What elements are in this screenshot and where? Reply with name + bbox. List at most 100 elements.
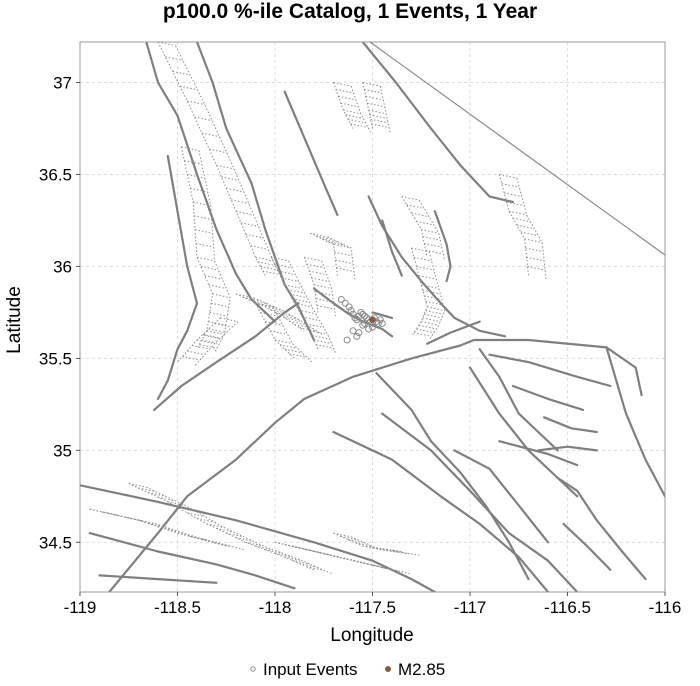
- fault-plane-hatch: [201, 132, 220, 138]
- fault-plane-hatch: [316, 305, 335, 310]
- fault-plane-hatch: [284, 556, 303, 562]
- fault-plane-edge: [379, 85, 391, 133]
- fault-plane-hatch: [289, 320, 308, 326]
- fault-trace: [195, 42, 316, 342]
- input-event-point: [369, 323, 376, 331]
- fault-plane-hatch: [425, 310, 444, 315]
- fault-plane-edge: [235, 293, 305, 332]
- fault-plane-hatch: [265, 549, 283, 554]
- fault-plane-hatch: [313, 339, 332, 345]
- fault-plane-hatch: [209, 311, 228, 317]
- fault-plane-hatch: [416, 265, 435, 271]
- fault-plane-hatch: [235, 210, 254, 216]
- fault-plane-edge: [146, 486, 332, 575]
- chart-title: p100.0 %-ile Catalog, 1 Events, 1 Year: [163, 0, 537, 23]
- fault-plane-hatch: [525, 247, 544, 253]
- fault-plane-edge: [333, 82, 354, 129]
- fault-plane-hatch: [265, 321, 283, 326]
- fault-plane-hatch: [192, 345, 210, 350]
- fault-trace: [332, 430, 550, 592]
- fault-plane-hatch: [231, 199, 249, 204]
- input-event-point: [353, 332, 361, 340]
- input-event-point: [378, 319, 386, 327]
- fault-plane-hatch: [348, 539, 366, 544]
- fault-plane-hatch: [262, 270, 281, 276]
- fault-plane-hatch: [504, 192, 522, 198]
- fault-trace: [283, 90, 339, 216]
- fault-plane-hatch: [209, 148, 227, 154]
- fault-plane-edge: [255, 302, 295, 359]
- fault-plane-hatch: [340, 535, 359, 541]
- fault-plane-hatch: [201, 339, 220, 345]
- fault-plane-hatch: [299, 562, 318, 568]
- fault-plane-hatch: [101, 511, 120, 517]
- input-event-point: [365, 325, 373, 333]
- fault-plane-hatch: [199, 344, 218, 349]
- fault-plane-hatch: [196, 517, 215, 523]
- fault-plane-hatch: [343, 109, 361, 115]
- fault-plane-hatch: [520, 231, 539, 237]
- fault-plane-hatch: [422, 289, 441, 295]
- fault-plane-hatch: [179, 85, 198, 91]
- fault-plane-hatch: [382, 567, 400, 572]
- fault-traces: [80, 42, 665, 592]
- fault-plane-hatch: [364, 88, 382, 94]
- fault-plane-hatch: [345, 114, 364, 119]
- x-axis-label: Longitude: [330, 625, 413, 646]
- fault-plane-hatch: [289, 293, 308, 299]
- fault-plane-hatch: [304, 256, 322, 262]
- event-point: [369, 316, 376, 323]
- input-event-point: [355, 329, 363, 337]
- fault-plane-hatch: [362, 81, 381, 87]
- fault-plane-hatch: [184, 160, 202, 165]
- fault-plane-hatch: [211, 302, 229, 308]
- x-tick-label: -117.5: [349, 598, 396, 617]
- fault-plane-hatch: [195, 242, 214, 248]
- fault-plane-hatch: [411, 247, 430, 253]
- fault-plane-hatch: [411, 212, 430, 218]
- fault-plane-hatch: [177, 532, 196, 538]
- fault-plane-hatch: [336, 267, 355, 272]
- input-event-point: [351, 314, 359, 322]
- fault-trace: [371, 311, 394, 319]
- fault-plane-hatch: [306, 263, 325, 269]
- fault-plane-edge: [198, 150, 231, 354]
- fault-plane-hatch: [194, 116, 213, 122]
- input-event-point: [345, 303, 353, 311]
- fault-plane-hatch: [372, 546, 391, 552]
- fault-plane-hatch: [424, 313, 442, 319]
- fault-plane-hatch: [208, 328, 227, 334]
- fault-plane-hatch: [250, 245, 269, 250]
- fault-plane-hatch: [367, 102, 385, 108]
- fault-plane-hatch: [333, 81, 352, 87]
- fault-plane-hatch: [214, 322, 233, 328]
- fault-plane-hatch: [335, 259, 354, 265]
- fault-trace: [156, 154, 199, 400]
- input-event-point: [361, 319, 369, 327]
- fault-plane-hatch: [311, 277, 330, 283]
- fault-plane-hatch: [294, 323, 313, 329]
- fault-plane-edge: [327, 236, 356, 280]
- y-tick-label: 35.5: [39, 349, 72, 368]
- fault-plane-hatch: [274, 311, 293, 317]
- fault-plane-hatch: [289, 353, 308, 358]
- fault-plane-hatch: [157, 496, 176, 502]
- fault-trace: [468, 366, 579, 498]
- input-event-point: [337, 296, 345, 304]
- fault-plane-hatch: [340, 102, 359, 108]
- x-tick-label: -117: [454, 598, 487, 617]
- fault-plane-hatch: [220, 317, 239, 323]
- input-event-point: [376, 316, 384, 324]
- fault-plane-hatch: [299, 327, 318, 332]
- fault-plane-hatch: [348, 118, 366, 124]
- fault-trace: [605, 346, 665, 498]
- fault-plane-hatch: [302, 316, 320, 322]
- fault-plane-hatch: [250, 299, 269, 305]
- fault-plane-edge: [516, 177, 547, 280]
- fault-plane-hatch: [413, 256, 432, 262]
- fault-plane-hatch: [512, 217, 531, 223]
- y-tick-label: 36.5: [39, 165, 72, 184]
- fault-plane-hatch: [206, 330, 225, 335]
- y-tick-label: 37: [53, 73, 72, 92]
